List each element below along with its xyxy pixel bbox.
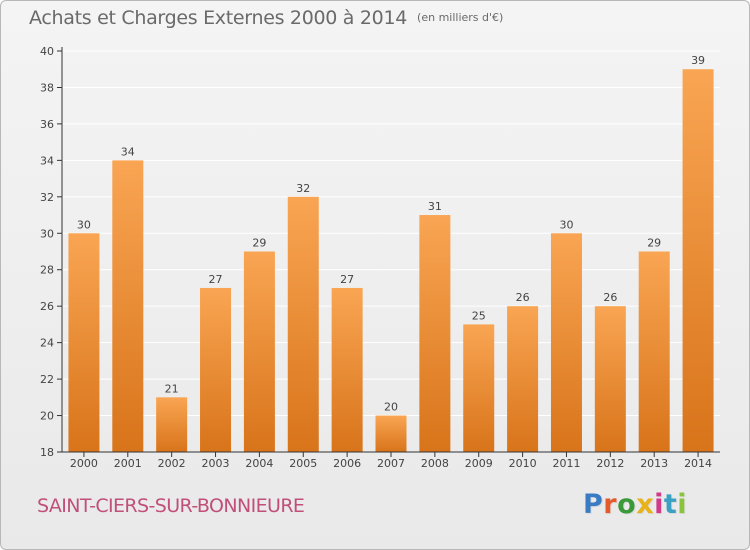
chart-unit: (en milliers d'€)	[417, 11, 504, 24]
data-label: 21	[165, 382, 179, 395]
y-tick-label: 24	[40, 337, 54, 350]
commune-name: SAINT-CIERS-SUR-BONNIEURE	[37, 495, 305, 517]
logo-letter: i	[654, 489, 664, 520]
y-tick-label: 22	[40, 373, 54, 386]
labels: 30 34 21 27 29 32 27 20 31 25 26 30 26 29 39	[77, 54, 705, 413]
x-tick-label: 2007	[377, 457, 405, 470]
axes: 18 20 22 24 26 28 30 32 34 36 38 40 2000 2001 2002 2003…	[40, 45, 720, 470]
x-tick-label: 2006	[333, 457, 361, 470]
chart-title: Achats et Charges Externes 2000 à 2014	[29, 7, 408, 29]
y-tick-label: 40	[40, 45, 54, 58]
data-label: 30	[77, 218, 91, 231]
y-tick-label: 20	[40, 410, 54, 423]
y-tick-label: 28	[40, 264, 54, 277]
y-tick-label: 30	[40, 227, 54, 240]
logo-letter: r	[603, 489, 618, 520]
x-tick-label: 2004	[245, 457, 273, 470]
x-tick-label: 2003	[202, 457, 230, 470]
bar-2001	[112, 160, 144, 452]
bar-2008	[419, 215, 451, 452]
bar-2012	[594, 306, 626, 452]
x-tick-label: 2012	[596, 457, 624, 470]
bar-2013	[638, 251, 670, 452]
bar-chart: 18 20 22 24 26 28 30 32 34 36 38 40 2000 2001 2002 2003…	[40, 45, 720, 470]
bar-2000	[68, 233, 100, 452]
x-tick-label: 2000	[70, 457, 98, 470]
logo-letter: x	[636, 489, 655, 520]
logo-letter: o	[617, 489, 637, 520]
y-tick-label: 18	[40, 446, 54, 459]
data-label: 32	[296, 182, 310, 195]
data-label: 26	[603, 291, 617, 304]
data-label: 34	[121, 145, 135, 158]
y-tick-label: 34	[40, 154, 54, 167]
data-label: 27	[209, 273, 223, 286]
chart-header: Achats et Charges Externes 2000 à 2014 (e…	[29, 7, 503, 29]
x-tick-label: 2010	[509, 457, 537, 470]
bar-2005	[287, 196, 319, 452]
bar-2011	[550, 233, 582, 452]
bar-2014	[682, 69, 714, 453]
logo-letter: t	[663, 489, 678, 520]
y-tick-label: 32	[40, 191, 54, 204]
bars	[68, 69, 714, 453]
data-label: 20	[384, 401, 398, 414]
y-tick-label: 38	[40, 81, 54, 94]
data-label: 29	[252, 237, 266, 250]
bar-2009	[463, 324, 495, 452]
y-tick-label: 26	[40, 300, 54, 313]
bar-2002	[156, 397, 188, 452]
bar-2004	[243, 251, 275, 452]
data-label: 31	[428, 200, 442, 213]
x-tick-label: 2014	[684, 457, 712, 470]
x-tick-label: 2001	[114, 457, 142, 470]
proxiti-logo: Proxiti	[583, 489, 687, 520]
x-tick-label: 2011	[552, 457, 580, 470]
x-tick-label: 2005	[289, 457, 317, 470]
bar-2006	[331, 287, 363, 452]
y-tick-label: 36	[40, 118, 54, 131]
bar-2007	[375, 415, 407, 452]
data-label: 29	[647, 237, 661, 250]
x-tick-label: 2009	[465, 457, 493, 470]
data-label: 39	[691, 54, 705, 67]
x-tick-label: 2002	[158, 457, 186, 470]
x-tick-label: 2008	[421, 457, 449, 470]
bar-2003	[200, 287, 232, 452]
data-label: 30	[559, 218, 573, 231]
logo-letter: i	[677, 489, 688, 520]
bar-2010	[507, 306, 539, 452]
data-label: 25	[472, 309, 486, 322]
data-label: 26	[516, 291, 530, 304]
data-label: 27	[340, 273, 354, 286]
x-tick-label: 2013	[640, 457, 668, 470]
logo-letter: P	[583, 489, 604, 520]
